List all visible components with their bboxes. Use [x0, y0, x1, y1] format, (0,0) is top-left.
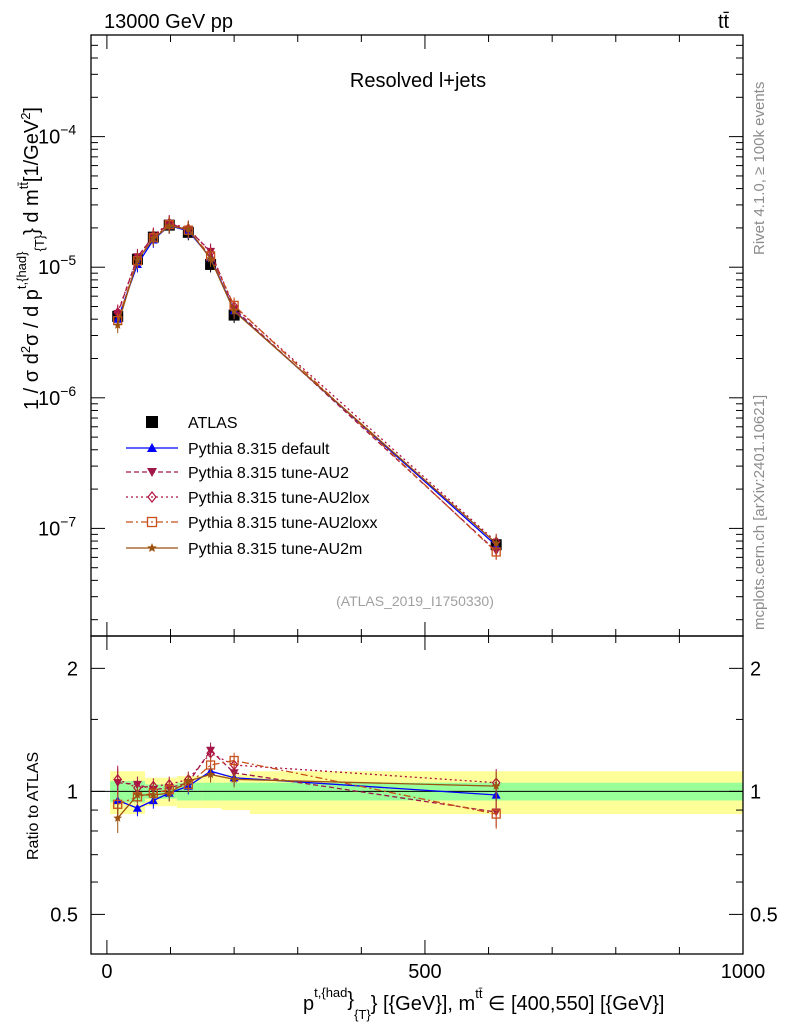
legend-entry-atlas: ATLAS [146, 415, 238, 432]
axis-ticks [91, 35, 744, 954]
ratio-tick-label-0.5: 0.5 [50, 904, 78, 926]
x-tick-label-0: 0 [101, 961, 112, 983]
legend-marker [147, 491, 157, 503]
ratio-line [117, 749, 497, 813]
legend-entry-default: Pythia 8.315 default [126, 441, 330, 458]
ratio-point [133, 790, 142, 799]
ratio-point [165, 788, 174, 797]
svg-text:Pythia 8.315 tune-AU2loxx: Pythia 8.315 tune-AU2loxx [188, 515, 377, 532]
main-y-axis-label: 1 / σ d2σ / d pt,{had}{T}} d mtt̄[1/GeV2… [14, 107, 47, 410]
main-plot-series [112, 215, 502, 560]
header-right: tt̄ [718, 11, 730, 33]
ratio-point [113, 773, 123, 785]
data-point [113, 320, 122, 329]
ratio-tick-label-2: 2 [67, 658, 78, 680]
data-point [133, 255, 142, 264]
legend-entry-au2: Pythia 8.315 tune-AU2 [126, 465, 349, 482]
ratio-tick-label-1-right: 1 [750, 781, 761, 803]
ratio-tick-label-2-right: 2 [750, 658, 761, 680]
y-tick-label-1e-5: 10−5 [38, 252, 76, 279]
legend-marker [146, 516, 158, 528]
legend-entry-au2m: Pythia 8.315 tune-AU2m [126, 541, 362, 558]
svg-text:Pythia 8.315 tune-AU2m: Pythia 8.315 tune-AU2m [188, 541, 362, 558]
ratio-tick-label-1: 1 [67, 781, 78, 803]
series-4 [113, 216, 501, 560]
svg-text:ATLAS: ATLAS [188, 415, 238, 432]
legend-marker [147, 543, 157, 552]
plot-title: Resolved l+jets [350, 70, 486, 92]
legend-marker [147, 468, 157, 477]
ratio-point [491, 781, 501, 790]
x-tick-label-500: 500 [408, 961, 441, 983]
ratio-point [149, 790, 158, 799]
svg-text:Pythia 8.315 default: Pythia 8.315 default [188, 441, 330, 458]
ratio-point [229, 759, 239, 771]
y-tick-label-1e-4: 10−4 [38, 122, 76, 149]
ratio-plot-series [113, 742, 501, 833]
legend: ATLAS Pythia 8.315 default Pythia 8.315 … [126, 415, 377, 558]
ratio-tick-label-0.5-right: 0.5 [750, 904, 778, 926]
mcplots-label: mcplots.cern.ch [arXiv:2401.10621] [751, 395, 768, 630]
x-axis-label: pt,{had}{T}} [{GeV}], mtt̄ ∈ [400,550] [… [303, 985, 664, 1022]
ratio-y-axis-label: Ratio to ATLAS [25, 752, 42, 860]
series-line [117, 222, 497, 543]
series-line [117, 225, 497, 544]
ratio-line [117, 770, 497, 809]
ratio-point [206, 770, 215, 779]
main-y-tick-labels: 10−4 10−5 10−6 10−7 [38, 122, 76, 541]
data-point [206, 254, 215, 263]
series-2 [113, 215, 501, 560]
svg-text:Pythia 8.315 tune-AU2lox: Pythia 8.315 tune-AU2lox [188, 490, 369, 507]
x-tick-label-1000: 1000 [721, 961, 766, 983]
x-tick-labels: 0 500 1000 [101, 961, 765, 983]
data-point [149, 234, 158, 243]
analysis-watermark: (ATLAS_2019_I1750330) [336, 593, 494, 609]
ratio-point [184, 776, 193, 785]
ratio-point [132, 803, 142, 812]
ratio-point [491, 809, 501, 819]
legend-entry-au2lox: Pythia 8.315 tune-AU2lox [126, 490, 369, 507]
ratio-plot-frame [90, 635, 744, 955]
rivet-label: Rivet 4.1.0, ≥ 100k events [751, 82, 768, 255]
legend-marker [146, 416, 158, 428]
legend-entry-au2loxx: Pythia 8.315 tune-AU2loxx [126, 515, 377, 532]
header-left: 13000 GeV pp [104, 11, 233, 33]
data-point [165, 221, 174, 230]
ratio-y-tick-labels: 0.5 1 2 0.5 1 2 [50, 658, 778, 926]
ratio-point [113, 813, 122, 822]
y-tick-label-1e-6: 10−6 [38, 383, 76, 410]
ratio-series-5 [113, 766, 501, 833]
ratio-point [229, 755, 239, 766]
svg-text:Pythia 8.315 tune-AU2: Pythia 8.315 tune-AU2 [188, 465, 349, 482]
ratio-point [229, 774, 239, 783]
data-point [229, 306, 239, 315]
series-5 [113, 217, 501, 552]
data-point [184, 224, 193, 233]
y-tick-label-1e-7: 10−7 [38, 513, 76, 540]
data-point [491, 538, 501, 547]
legend-marker [147, 443, 157, 452]
